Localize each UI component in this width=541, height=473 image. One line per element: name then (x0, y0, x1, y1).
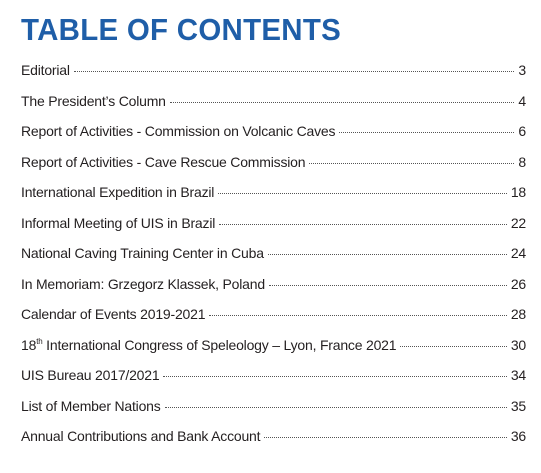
entry-title-group: Calendar of Events 2019-2021 (21, 306, 206, 322)
dot-leader (218, 193, 507, 194)
page-number: 35 (510, 397, 526, 414)
entry-title: The President’s Column (21, 92, 166, 109)
toc-list: Editorial 3 The President’s Column 4 Report … (21, 62, 526, 459)
dot-leader (309, 162, 515, 164)
entry-title: International Congress of Speleology – L… (46, 336, 397, 353)
page-number: 28 (510, 306, 526, 322)
dot-leader (219, 223, 507, 225)
dot-leader (209, 315, 507, 316)
entry-title-group: Report of Activities - Cave Rescue Commi… (21, 153, 306, 170)
page-number: 24 (510, 245, 526, 261)
page-number: 26 (510, 275, 526, 292)
entry-title-group: In Memoriam: Grzegorz Klassek, Poland (21, 276, 265, 292)
toc-entry: In Memoriam: Grzegorz Klassek, Poland 26 (21, 276, 526, 307)
dot-leader (400, 345, 507, 347)
toc-entry: The President’s Column 4 (21, 93, 526, 124)
entry-title-group: Annual Contributions and Bank Account (21, 428, 261, 444)
page-number: 22 (510, 214, 526, 231)
toc-entry: Report of Activities - Commission on Vol… (21, 123, 526, 154)
toc-entry: National Caving Training Center in Cuba 2… (21, 245, 526, 276)
title: TABLE OF CONTENTS (21, 12, 342, 47)
entry-title-group: Report of Activities - Commission on Vol… (21, 123, 335, 139)
page-number: 3 (518, 62, 526, 78)
page-number: 36 (510, 428, 526, 444)
entry-title-group: National Caving Training Center in Cuba (21, 245, 264, 261)
entry-title: Editorial (21, 62, 70, 78)
entry-title: International Expedition in Brazil (21, 184, 215, 200)
entry-title: Annual Contributions and Bank Account (21, 428, 261, 444)
entry-title-group: Editorial (21, 62, 70, 78)
dot-leader (267, 254, 507, 255)
entry-title-group: UIS Bureau 2017/2021 (21, 367, 160, 383)
page-number: 30 (510, 336, 526, 353)
page-number: 4 (518, 92, 526, 109)
entry-title: List of Member Nations (21, 397, 161, 414)
page-number: 18 (510, 184, 526, 200)
entry-title: Calendar of Events 2019-2021 (21, 306, 206, 322)
dot-leader (339, 132, 515, 133)
entry-title: National Caving Training Center in Cuba (21, 245, 264, 261)
entry-title: Informal Meeting of UIS in Brazil (21, 214, 216, 231)
dot-leader (264, 437, 507, 438)
toc-entry: UIS Bureau 2017/2021 34 (21, 367, 526, 398)
entry-title: UIS Bureau 2017/2021 (21, 367, 160, 383)
toc-entry: 18th International Congress of Speleolog… (21, 337, 526, 368)
toc-entry: Calendar of Events 2019-2021 28 (21, 306, 526, 337)
entry-title-group: The President’s Column (21, 93, 166, 109)
entry-title-group: Informal Meeting of UIS in Brazil (21, 215, 215, 231)
entry-title-group: 18th International Congress of Speleolog… (21, 336, 397, 353)
entry-title-group: List of Member Nations (21, 398, 161, 414)
dot-leader (268, 284, 507, 286)
page-number: 8 (518, 153, 526, 170)
dot-leader (163, 376, 507, 377)
toc-entry: List of Member Nations 35 (21, 398, 526, 429)
toc-entry: Report of Activities - Cave Rescue Commi… (21, 154, 526, 185)
page-number: 6 (518, 123, 526, 139)
entry-title: Report of Activities - Commission on Vol… (21, 123, 336, 139)
dot-leader (164, 406, 507, 408)
entry-title-group: International Expedition in Brazil (21, 184, 214, 200)
toc-entry: Annual Contributions and Bank Account 36 (21, 428, 526, 459)
entry-title: In Memoriam: Grzegorz Klassek, Poland (21, 275, 265, 292)
entry-title-superscript: th (36, 336, 43, 346)
dot-leader (169, 101, 515, 103)
toc-entry: Editorial 3 (21, 62, 526, 93)
page-number: 34 (510, 367, 526, 383)
toc-entry: Informal Meeting of UIS in Brazil 22 (21, 215, 526, 246)
entry-title: Report of Activities - Cave Rescue Commi… (21, 153, 306, 170)
entry-title-prefix: 18 (21, 336, 37, 353)
dot-leader (73, 71, 515, 72)
toc-entry: International Expedition in Brazil 18 (21, 184, 526, 215)
